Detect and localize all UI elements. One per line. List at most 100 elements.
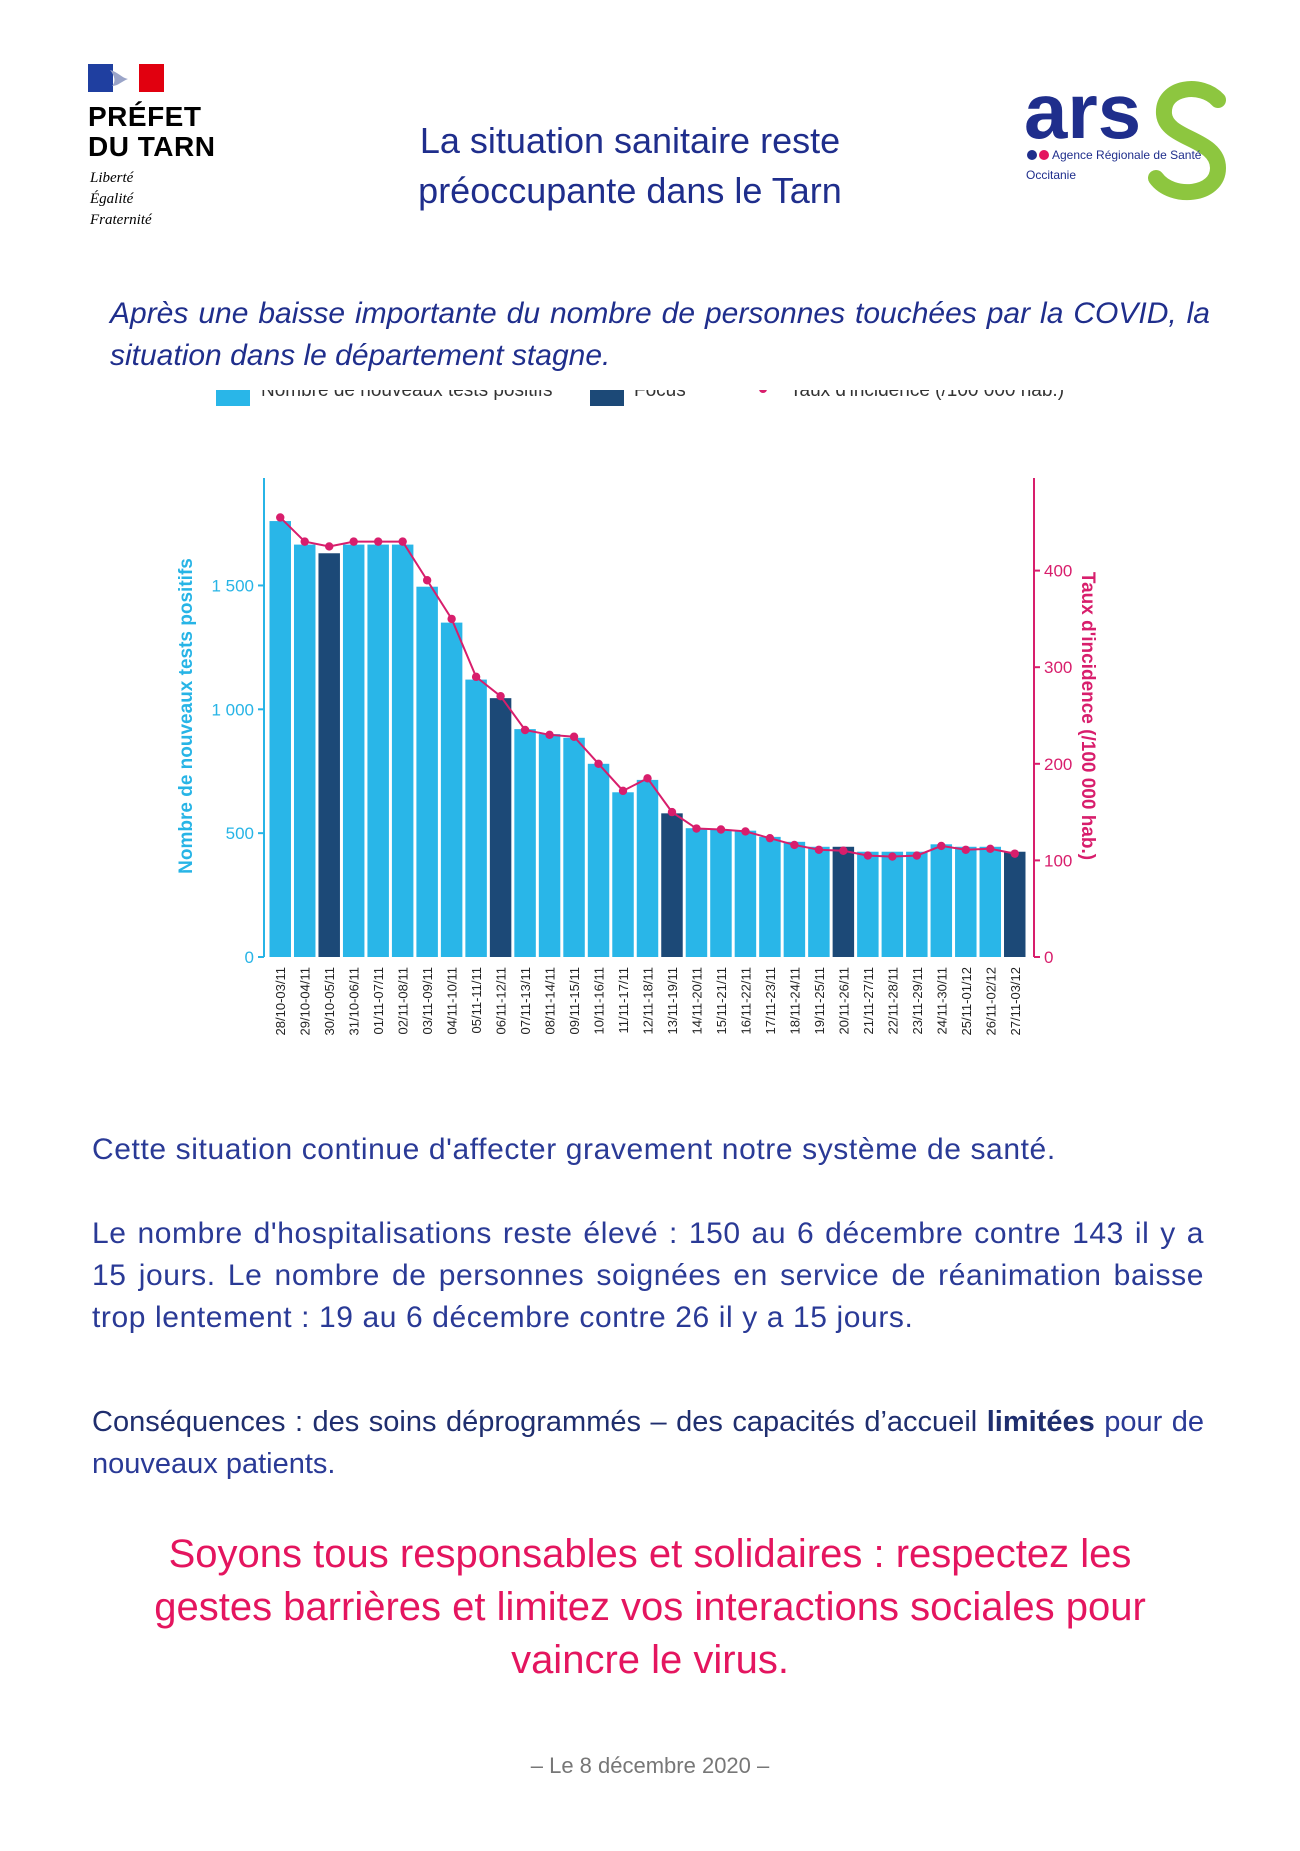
x-tick-label: 15/11-21/11 (714, 967, 729, 1034)
bar-tests (734, 830, 757, 957)
x-tick-label: 14/11-20/11 (689, 967, 704, 1034)
covid-chart: Nombre de nouveaux tests positifs Focus Ta… (176, 390, 1098, 1035)
bar-tests (342, 544, 365, 957)
incidence-point (741, 827, 750, 836)
intro-subtitle: Après une baisse importante du nombre de… (110, 297, 1210, 372)
x-tick-label: 27/11-03/12 (1008, 967, 1023, 1035)
x-tick-label: 22/11-28/11 (885, 967, 900, 1034)
right-axis-title: Taux d'incidence (/100 000 hab.) (1077, 572, 1098, 860)
paragraph-impact: Cette situation continue d'affecter grav… (92, 1133, 1056, 1166)
x-tick-label: 04/11-10/11 (445, 967, 460, 1034)
incidence-point (398, 537, 407, 546)
legend-label-focus: Focus (634, 390, 686, 401)
bar-tests (955, 846, 977, 957)
incidence-point (520, 725, 530, 735)
bar-focus (1004, 851, 1026, 957)
page-title: La situation sanitaire reste préoccupant… (330, 116, 930, 216)
x-tick-label: 06/11-12/11 (494, 967, 509, 1034)
incidence-point (496, 691, 505, 701)
page-title-line-2: préoccupante dans le Tarn (418, 170, 842, 211)
x-tick-label: 30/10-05/11 (322, 967, 337, 1035)
x-tick-label: 28/10-03/11 (273, 967, 288, 1035)
paragraph-consequences: Conséquences : des soins déprogrammés – … (92, 1401, 1204, 1485)
incidence-point (912, 851, 922, 860)
page-title-line-1: La situation sanitaire reste (419, 120, 841, 161)
incidence-point (300, 537, 309, 546)
x-tick-label: 02/11-08/11 (396, 967, 411, 1034)
incidence-point (643, 774, 652, 783)
bar-tests (293, 544, 316, 957)
bar-tests (979, 846, 1002, 957)
x-tick-label: 25/11-01/12 (959, 967, 974, 1035)
bar-tests (881, 851, 904, 957)
call-to-action: Soyons tous responsables et solidaires :… (154, 1532, 1146, 1682)
ars-logo-mark-icon: ars (1024, 67, 1227, 201)
left-tick-label: 500 (226, 824, 254, 843)
x-tick-label: 07/11-13/11 (518, 967, 533, 1034)
right-tick-label: 300 (1044, 658, 1072, 677)
incidence-point (888, 852, 897, 861)
incidence-point (618, 786, 628, 796)
paragraph-hospital-stats: Le nombre d'hospitalisations reste élevé… (92, 1217, 1204, 1334)
incidence-point (471, 672, 481, 682)
x-tick-label: 23/11-29/11 (910, 967, 925, 1034)
chart-bars (269, 521, 1026, 957)
incidence-point (961, 845, 970, 854)
bar-focus (832, 846, 855, 957)
x-tick-label: 08/11-14/11 (543, 967, 558, 1034)
incidence-point (569, 732, 579, 741)
x-tick-label: 31/10-06/11 (347, 967, 362, 1035)
bar-tests (759, 836, 781, 957)
bar-focus (318, 553, 340, 957)
bar-tests (612, 792, 634, 957)
ars-tagline: Agence Régionale de Santé (1052, 148, 1202, 162)
bar-tests (440, 622, 463, 957)
left-tick-label: 1 000 (211, 700, 254, 719)
x-tick-label: 29/10-04/11 (298, 967, 313, 1035)
bar-tests (465, 679, 487, 957)
prefet-name-line-1: PRÉFET (88, 101, 202, 132)
right-tick-label: 0 (1044, 948, 1053, 967)
marianne-flag-icon (88, 64, 164, 92)
left-axis-title: Nombre de nouveaux tests positifs (176, 558, 197, 874)
incidence-point (692, 824, 701, 833)
incidence-point (349, 537, 358, 546)
incidence-point (667, 807, 677, 817)
incidence-point (839, 846, 848, 855)
prefet-name-line-2: DU TARN (88, 131, 216, 162)
x-tick-label: 03/11-09/11 (420, 967, 435, 1034)
right-tick-label: 200 (1044, 755, 1072, 774)
x-tick-label: 19/11-25/11 (812, 967, 827, 1034)
bar-tests (808, 846, 830, 957)
motto-egalite: Égalité (90, 191, 134, 207)
bar-tests (783, 841, 806, 957)
x-tick-label: 01/11-07/11 (371, 967, 386, 1034)
incidence-point (765, 833, 775, 843)
x-tick-label: 10/11-16/11 (592, 967, 607, 1034)
incidence-line (276, 513, 1019, 861)
chart-legend: Nombre de nouveaux tests positifs Focus Ta… (216, 390, 1064, 406)
x-tick-label: 20/11-26/11 (836, 967, 851, 1034)
bar-tests (710, 829, 732, 957)
left-tick-label: 0 (245, 948, 254, 967)
bar-tests (367, 544, 389, 957)
bar-tests (636, 779, 659, 957)
bar-tests (514, 729, 536, 957)
legend-swatch-tests (216, 390, 250, 406)
left-tick-label: 1 500 (211, 576, 254, 595)
incidence-point (422, 576, 432, 585)
incidence-point (325, 542, 334, 551)
chart-axes: 0 500 1 000 1 500 0 100 200 300 400 Nombre de nou… (176, 478, 1098, 967)
x-tick-label: 21/11-27/11 (861, 967, 876, 1034)
bar-tests (563, 737, 585, 957)
consequence-emphasis: limitées (986, 1406, 1095, 1438)
ars-logo-letters: ars (1024, 78, 1141, 155)
incidence-point (863, 851, 873, 860)
incidence-point (814, 845, 824, 854)
x-tick-label: 13/11-19/11 (665, 967, 680, 1034)
incidence-point (373, 537, 383, 546)
x-tick-label: 26/11-02/12 (983, 967, 998, 1035)
chart-x-labels: 28/10-03/11 29/10-04/11 30/10-05/11 31/10-0… (273, 967, 1023, 1035)
bar-tests (269, 521, 291, 957)
x-tick-label: 18/11-24/11 (787, 967, 802, 1034)
